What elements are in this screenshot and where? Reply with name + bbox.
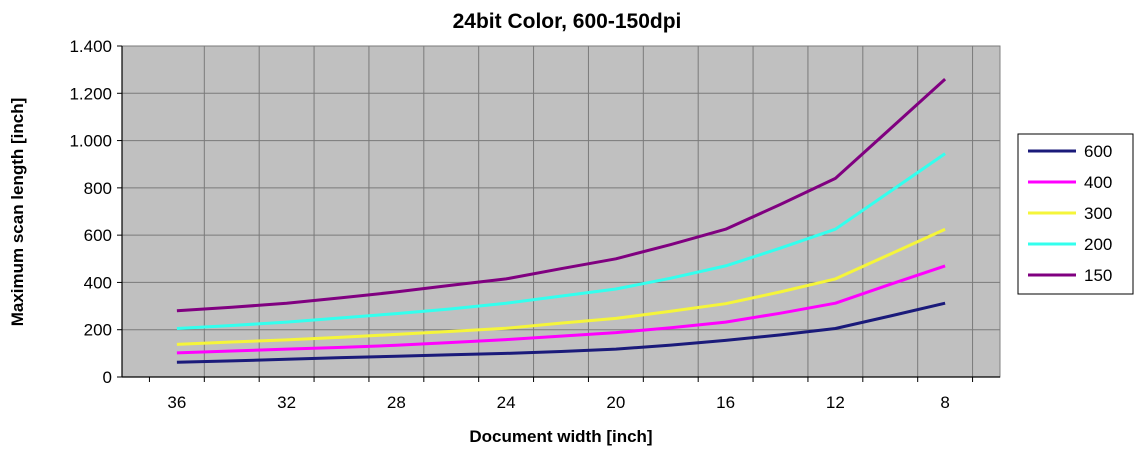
tick-labels: 0 200 400 600 800 1.000 1.200 1.400 36 32 28 24 20 16… <box>69 37 949 412</box>
x-tick-label: 28 <box>387 393 406 412</box>
plot-area <box>121 45 1001 378</box>
x-axis-label: Document width [inch] <box>469 427 652 446</box>
y-tick-label: 600 <box>84 226 112 245</box>
legend-label-200: 200 <box>1084 235 1112 254</box>
y-tick-label: 800 <box>84 179 112 198</box>
x-tick-label: 20 <box>606 393 625 412</box>
legend-label-150: 150 <box>1084 266 1112 285</box>
legend-label-300: 300 <box>1084 204 1112 223</box>
y-tick-label: 200 <box>84 321 112 340</box>
y-axis-label: Maximum scan length [inch] <box>8 98 27 327</box>
series-line-600 <box>176 301 946 364</box>
x-tick-label: 12 <box>826 393 845 412</box>
x-tick-label: 24 <box>497 393 516 412</box>
y-tick-label: 400 <box>84 273 112 292</box>
axes <box>117 45 1000 382</box>
series-line-150 <box>176 77 947 313</box>
series-line-200 <box>176 152 946 330</box>
chart-title: 24bit Color, 600-150dpi <box>453 10 682 33</box>
y-tick-label: 1.400 <box>69 37 112 56</box>
legend: 600 400 300 200 150 <box>1017 133 1134 295</box>
series-line-300 <box>176 227 946 346</box>
y-tick-label: 1.200 <box>69 84 112 103</box>
x-tick-label: 8 <box>940 393 949 412</box>
x-tick-label: 32 <box>277 393 296 412</box>
series-line-400 <box>176 264 946 355</box>
y-tick-label: 0 <box>103 368 112 387</box>
gridlines <box>122 45 1000 378</box>
legend-label-600: 600 <box>1084 142 1112 161</box>
series-lines <box>176 77 947 364</box>
x-tick-label: 36 <box>167 393 186 412</box>
y-tick-label: 1.000 <box>69 132 112 151</box>
x-tick-label: 16 <box>716 393 735 412</box>
legend-label-400: 400 <box>1084 173 1112 192</box>
